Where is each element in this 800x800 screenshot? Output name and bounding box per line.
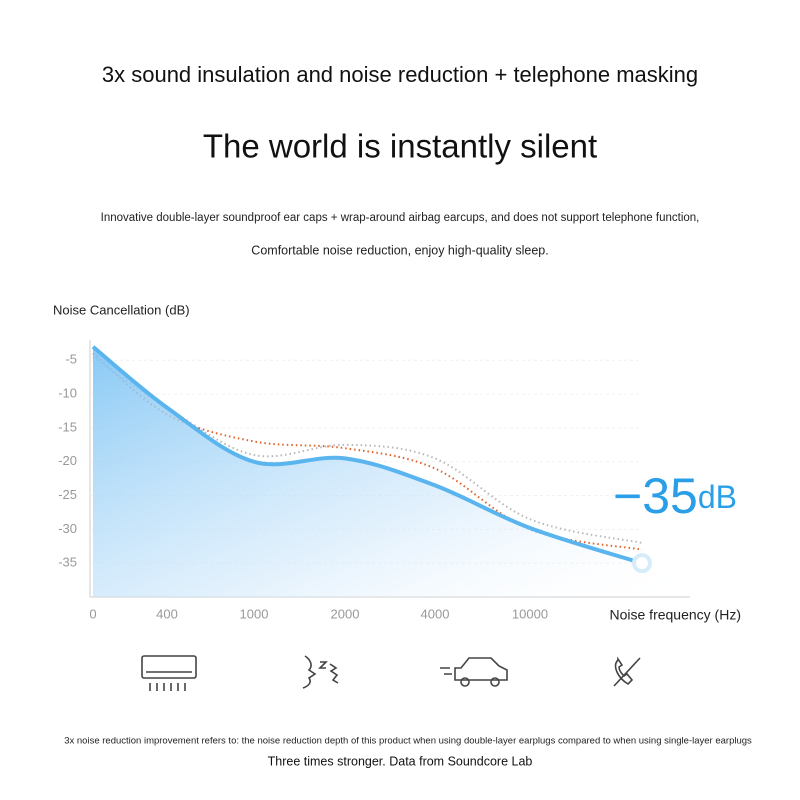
x-tick-label: 0	[89, 606, 96, 621]
description: Innovative double-layer soundproof ear c…	[101, 212, 700, 224]
line	[92, 356, 643, 544]
icon-snore	[302, 655, 339, 689]
y-tick-label: -30	[58, 521, 77, 536]
title: 3x sound insulation and noise reduction …	[102, 62, 698, 87]
annotation-unit: dB	[698, 479, 737, 515]
x-tick-label: 2000	[331, 606, 360, 621]
y-tick-label: -35	[58, 555, 77, 570]
y-axis-label: Noise Cancellation (dB)	[53, 302, 190, 317]
icon-car	[440, 657, 508, 687]
x-axis-label: Noise frequency (Hz)	[610, 607, 742, 623]
x-tick-label: 10000	[512, 606, 548, 621]
annotation-value: −35	[613, 468, 698, 524]
footnote: 3x noise reduction improvement refers to…	[64, 736, 752, 747]
y-tick-label: -5	[65, 352, 77, 367]
annotation: −35dB	[613, 468, 737, 524]
x-tick-label: 1000	[240, 606, 269, 621]
icon-ac	[141, 655, 197, 691]
y-tick-label: -20	[58, 453, 77, 468]
line	[91, 345, 643, 566]
x-tick-label: 4000	[421, 606, 450, 621]
description: Comfortable noise reduction, enjoy high-…	[251, 243, 548, 257]
source: Three times stronger. Data from Soundcor…	[268, 754, 533, 768]
headline: The world is instantly silent	[203, 128, 597, 165]
icon-phone	[613, 656, 641, 687]
x-tick-label: 400	[156, 606, 178, 621]
y-tick-label: -25	[58, 487, 77, 502]
y-tick-label: -15	[58, 419, 77, 434]
y-tick-label: -10	[58, 386, 77, 401]
end-marker	[632, 553, 652, 574]
